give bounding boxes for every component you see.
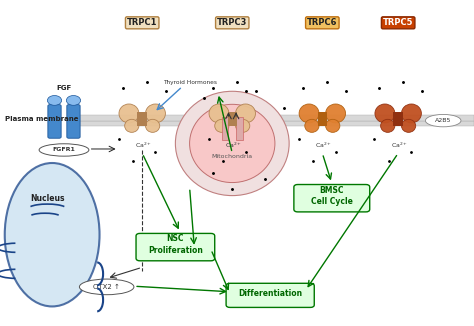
Text: Differentiation: Differentiation xyxy=(238,289,302,298)
Ellipse shape xyxy=(125,119,139,132)
Ellipse shape xyxy=(80,279,134,295)
Ellipse shape xyxy=(175,91,289,196)
Circle shape xyxy=(47,96,62,105)
Ellipse shape xyxy=(326,119,340,132)
Text: FGFR1: FGFR1 xyxy=(53,147,75,153)
Ellipse shape xyxy=(401,104,421,123)
Ellipse shape xyxy=(5,163,100,306)
Bar xyxy=(393,112,403,126)
FancyBboxPatch shape xyxy=(76,121,474,126)
Bar xyxy=(228,112,237,126)
FancyBboxPatch shape xyxy=(294,185,370,212)
Bar xyxy=(318,112,327,126)
Text: FGF: FGF xyxy=(56,85,72,91)
Text: Thyroid Hormones: Thyroid Hormones xyxy=(163,80,217,85)
Text: NSC
Proliferation: NSC Proliferation xyxy=(148,234,203,255)
Text: Ca$^{2+}$: Ca$^{2+}$ xyxy=(315,141,332,150)
Ellipse shape xyxy=(326,104,346,123)
FancyBboxPatch shape xyxy=(226,283,314,307)
Text: Mitochondria: Mitochondria xyxy=(212,154,253,159)
Ellipse shape xyxy=(299,104,319,123)
Ellipse shape xyxy=(209,104,229,123)
Ellipse shape xyxy=(305,119,319,132)
Ellipse shape xyxy=(190,104,275,183)
Ellipse shape xyxy=(381,119,395,132)
Text: Nucleus: Nucleus xyxy=(30,194,64,203)
Text: BMSC
Cell Cycle: BMSC Cell Cycle xyxy=(311,185,353,206)
Bar xyxy=(236,117,243,140)
Ellipse shape xyxy=(425,114,461,127)
Text: Plasma membrane: Plasma membrane xyxy=(5,116,78,122)
FancyBboxPatch shape xyxy=(67,105,80,138)
Ellipse shape xyxy=(401,119,416,132)
FancyBboxPatch shape xyxy=(136,233,215,261)
Text: Ca$^{2+}$: Ca$^{2+}$ xyxy=(225,141,242,150)
Bar xyxy=(222,117,228,140)
Circle shape xyxy=(66,96,81,105)
Text: OTX2 ↑: OTX2 ↑ xyxy=(93,284,120,290)
Ellipse shape xyxy=(39,144,89,156)
Bar xyxy=(137,112,147,126)
Ellipse shape xyxy=(375,104,395,123)
Text: A2B5: A2B5 xyxy=(435,118,451,123)
Text: TRPC5: TRPC5 xyxy=(383,18,413,27)
FancyBboxPatch shape xyxy=(76,115,474,121)
Ellipse shape xyxy=(236,104,255,123)
Ellipse shape xyxy=(146,119,160,132)
Text: TRPC3: TRPC3 xyxy=(217,18,247,27)
Text: Ca$^{2+}$: Ca$^{2+}$ xyxy=(135,141,152,150)
Text: TRPC6: TRPC6 xyxy=(307,18,337,27)
Ellipse shape xyxy=(236,119,250,132)
FancyBboxPatch shape xyxy=(48,105,61,138)
Text: Ca$^{2+}$: Ca$^{2+}$ xyxy=(391,141,408,150)
Ellipse shape xyxy=(146,104,165,123)
Text: TRPC1: TRPC1 xyxy=(127,18,157,27)
Ellipse shape xyxy=(215,119,229,132)
Ellipse shape xyxy=(119,104,139,123)
